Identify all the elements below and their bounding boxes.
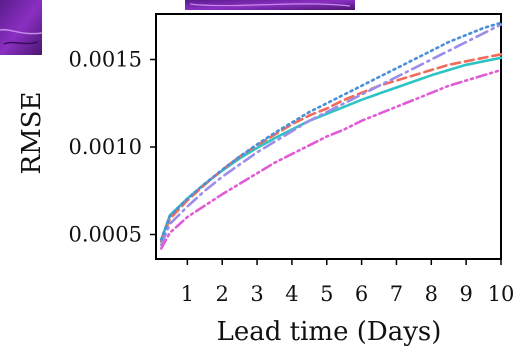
- tick-layer: 1 2 3 4 5 6 7 8 9 10 0.0005 0.0010 0.0015: [69, 48, 515, 307]
- series-line-4: [159, 21, 503, 242]
- plot-area-frame: [155, 13, 502, 260]
- series-line-1: [159, 56, 503, 242]
- x-tick-label: 3: [250, 282, 263, 306]
- y-tick-label: 0.0015: [69, 48, 142, 72]
- x-axis-label: Lead time (Days): [217, 317, 442, 347]
- x-tick-label: 5: [320, 282, 333, 306]
- cropped-image-left-streak: [0, 28, 43, 35]
- cropped-image-fragment: [0, 0, 355, 55]
- series-line-3: [159, 23, 503, 247]
- x-tick-label: 8: [425, 282, 438, 306]
- series-line-2: [159, 53, 503, 243]
- x-tick-label: 10: [488, 282, 515, 306]
- cropped-image-left: [0, 0, 42, 55]
- series-line-5: [159, 68, 503, 250]
- series-layer: [159, 21, 503, 250]
- x-tick-label: 2: [216, 282, 229, 306]
- x-tick-label: 1: [181, 282, 194, 306]
- x-tick-label: 7: [390, 282, 403, 306]
- x-tick-label: 9: [459, 282, 472, 306]
- x-tick-label: 6: [355, 282, 368, 306]
- y-tick-label: 0.0005: [69, 223, 142, 247]
- cropped-image-left-streak-2: [3, 41, 39, 45]
- y-tick-label: 0.0010: [69, 135, 142, 159]
- cropped-image-top-streak: [189, 3, 351, 7]
- y-axis-label: RMSE: [17, 92, 47, 175]
- x-tick-label: 4: [285, 282, 298, 306]
